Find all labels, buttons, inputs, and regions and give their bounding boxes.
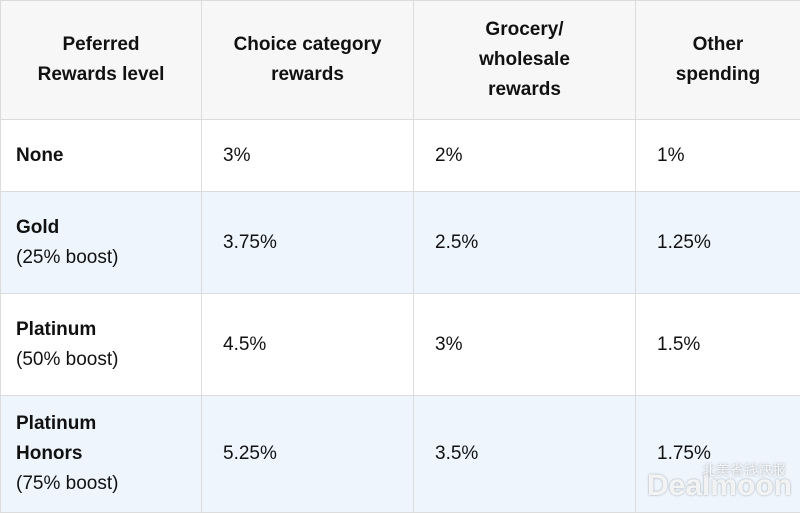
rate-text: 2.5%	[435, 232, 478, 253]
level-cell: Platinum Honors(75% boost)	[1, 396, 202, 513]
rate-cell: 5.25%	[202, 396, 414, 513]
rate-cell: 2.5%	[414, 192, 636, 294]
header-text: rewards	[202, 60, 413, 90]
rate-text: 4.5%	[223, 334, 266, 355]
rate-text: 3.5%	[435, 443, 478, 464]
header-text: rewards	[414, 75, 635, 105]
header-text: Peferred	[1, 30, 201, 60]
level-note: (50% boost)	[16, 345, 201, 375]
row: None 3% 2% 1%	[1, 120, 800, 192]
rate-cell: 1.25%	[636, 192, 800, 294]
watermark: 北美省钱快报 Dealmoon	[647, 470, 792, 502]
rate-cell: 2%	[414, 120, 636, 192]
rate-text: 3%	[435, 334, 462, 355]
row: Platinum(50% boost) 4.5% 3% 1.5%	[1, 294, 800, 396]
level-note: (75% boost)	[16, 469, 201, 499]
rate-cell: 3%	[202, 120, 414, 192]
header-text: Other	[636, 30, 800, 60]
header-text: Grocery/	[414, 15, 635, 45]
level-name: Gold	[16, 213, 136, 243]
header-text: spending	[636, 60, 800, 90]
rate-text: 1.5%	[657, 334, 700, 355]
rate-cell: 1%	[636, 120, 800, 192]
rate-text: 2%	[435, 145, 462, 166]
level-name: Platinum Honors	[16, 409, 136, 469]
level-note: (25% boost)	[16, 243, 201, 273]
watermark-tagline: 北美省钱快报	[702, 460, 786, 480]
level-name: None	[16, 141, 136, 171]
header-text: wholesale	[414, 45, 635, 75]
rate-text: 1.25%	[657, 232, 711, 253]
level-name: Platinum	[16, 315, 136, 345]
rate-text: 5.25%	[223, 443, 277, 464]
rate-cell: 4.5%	[202, 294, 414, 396]
header-text: Choice category	[202, 30, 413, 60]
rate-text: 1%	[657, 145, 684, 166]
header-text: Rewards level	[1, 60, 201, 90]
level-cell: Platinum(50% boost)	[1, 294, 202, 396]
row: Gold(25% boost) 3.75% 2.5% 1.25%	[1, 192, 800, 294]
rate-cell: 3.75%	[202, 192, 414, 294]
rate-cell: 3.5%	[414, 396, 636, 513]
level-cell: None	[1, 120, 202, 192]
rate-text: 3.75%	[223, 232, 277, 253]
rate-cell: 3%	[414, 294, 636, 396]
rate-text: 3%	[223, 145, 250, 166]
level-cell: Gold(25% boost)	[1, 192, 202, 294]
rate-cell: 1.5%	[636, 294, 800, 396]
